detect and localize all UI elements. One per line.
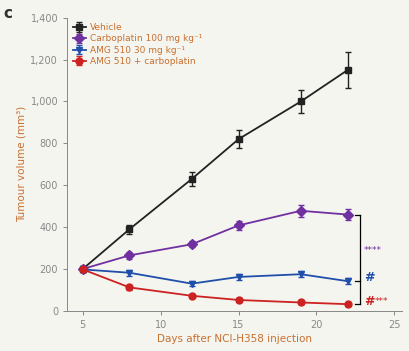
Text: #: # <box>364 271 374 284</box>
Text: #: # <box>364 295 374 308</box>
Y-axis label: Tumour volume (mm³): Tumour volume (mm³) <box>16 106 26 223</box>
Text: ****: **** <box>364 246 382 256</box>
Text: ***: *** <box>375 297 388 306</box>
Text: c: c <box>4 6 13 21</box>
Legend: Vehicle, Carboplatin 100 mg kg⁻¹, AMG 510 30 mg kg⁻¹, AMG 510 + carboplatin: Vehicle, Carboplatin 100 mg kg⁻¹, AMG 51… <box>72 22 203 67</box>
X-axis label: Days after NCI-H358 injection: Days after NCI-H358 injection <box>157 334 312 344</box>
